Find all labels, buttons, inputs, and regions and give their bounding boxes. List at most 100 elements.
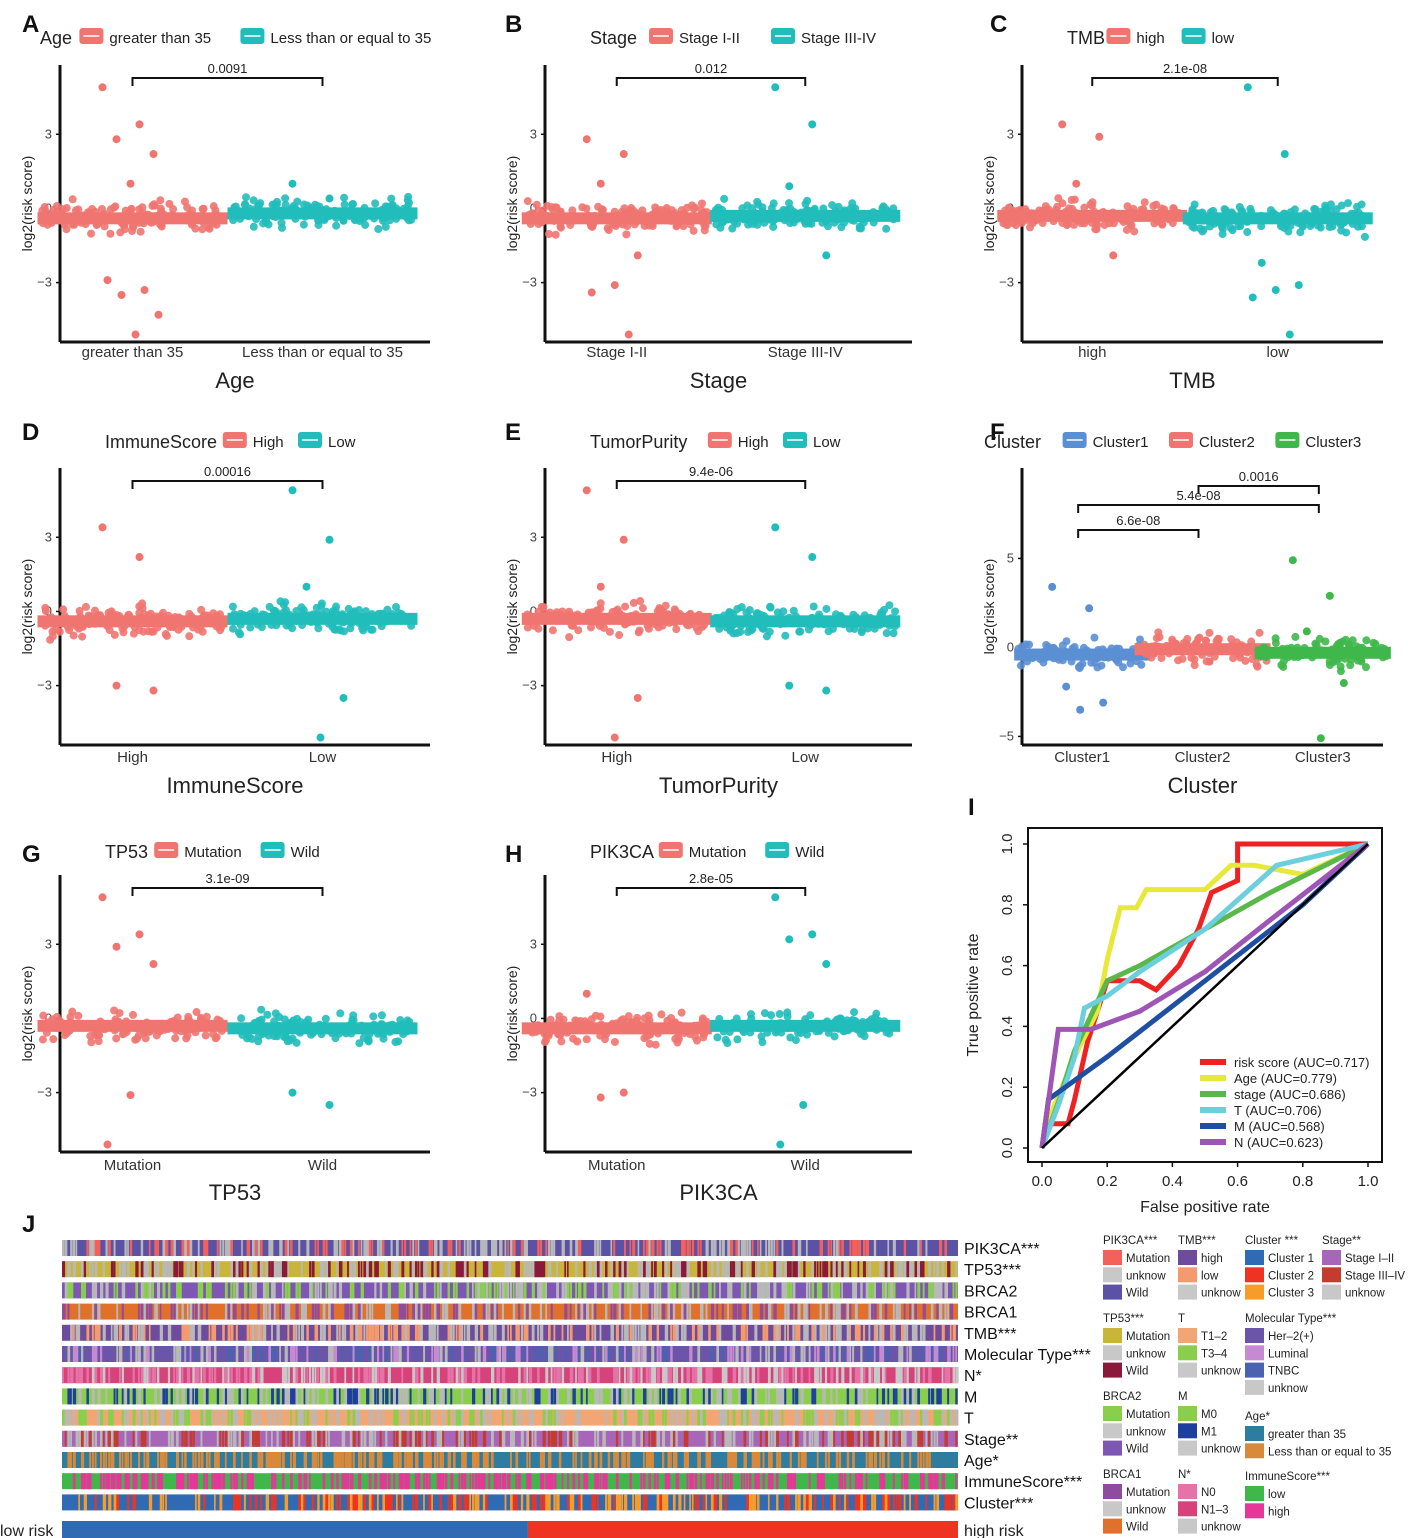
stripe bbox=[148, 1494, 153, 1511]
box bbox=[1254, 646, 1391, 659]
stripe bbox=[890, 1282, 894, 1299]
point bbox=[538, 603, 547, 612]
stripe bbox=[822, 1494, 824, 1511]
stripe bbox=[792, 1324, 795, 1341]
stripe bbox=[322, 1303, 326, 1320]
stripe bbox=[398, 1388, 402, 1405]
stripe bbox=[520, 1324, 524, 1341]
stripe bbox=[778, 1367, 783, 1384]
stripe bbox=[100, 1430, 103, 1447]
stripe bbox=[754, 1452, 758, 1468]
stripe bbox=[482, 1430, 487, 1447]
stripe bbox=[724, 1430, 728, 1447]
stripe bbox=[748, 1282, 751, 1299]
stripe bbox=[648, 1303, 652, 1320]
panel-letter: E bbox=[505, 419, 521, 446]
stripe bbox=[195, 1494, 197, 1511]
stripe bbox=[428, 1240, 432, 1256]
outlier-point bbox=[103, 1140, 112, 1149]
outlier-point bbox=[302, 209, 311, 218]
stripe bbox=[781, 1367, 784, 1384]
stripe bbox=[675, 1452, 678, 1468]
stripe bbox=[309, 1473, 311, 1490]
stripe bbox=[439, 1346, 443, 1362]
stripe bbox=[721, 1346, 725, 1362]
stripe bbox=[833, 1430, 836, 1447]
stripe bbox=[580, 1494, 583, 1511]
stripe bbox=[287, 1430, 290, 1447]
point bbox=[1201, 636, 1210, 645]
stripe bbox=[759, 1346, 762, 1362]
stripe bbox=[523, 1240, 527, 1256]
outlier-point bbox=[126, 179, 135, 188]
stripe bbox=[523, 1303, 526, 1320]
stripe bbox=[78, 1388, 82, 1405]
stripe bbox=[91, 1388, 95, 1405]
stripe bbox=[211, 1409, 214, 1426]
stripe bbox=[420, 1261, 424, 1278]
stripe bbox=[333, 1452, 337, 1468]
stripe bbox=[835, 1261, 838, 1278]
stripe bbox=[719, 1324, 722, 1341]
legend-swatch bbox=[1178, 1250, 1197, 1265]
stripe bbox=[667, 1282, 671, 1299]
stripe bbox=[450, 1367, 454, 1384]
stripe bbox=[710, 1240, 714, 1256]
stripe bbox=[431, 1430, 434, 1447]
point bbox=[523, 197, 532, 206]
legend: ImmuneScore High Low bbox=[105, 432, 356, 452]
stripe bbox=[322, 1473, 326, 1490]
stripe bbox=[214, 1346, 217, 1362]
stripe bbox=[268, 1240, 272, 1256]
stripe bbox=[395, 1494, 398, 1511]
point bbox=[882, 224, 891, 233]
legend-label: High bbox=[738, 434, 769, 451]
stripe bbox=[287, 1388, 291, 1405]
stripe bbox=[227, 1240, 232, 1256]
stripe bbox=[833, 1303, 836, 1320]
stripe bbox=[325, 1430, 328, 1447]
stripe bbox=[743, 1367, 746, 1384]
stripe bbox=[379, 1282, 383, 1299]
stripe bbox=[398, 1282, 402, 1299]
stripe bbox=[607, 1452, 611, 1468]
stripe bbox=[75, 1346, 79, 1362]
risk-label: low risk bbox=[0, 1523, 54, 1538]
point bbox=[379, 1034, 388, 1043]
stripe bbox=[94, 1367, 98, 1384]
stripe bbox=[317, 1367, 320, 1384]
stripe bbox=[176, 1388, 179, 1405]
stripe bbox=[944, 1367, 948, 1384]
point bbox=[209, 202, 218, 211]
outlier-point bbox=[596, 582, 605, 591]
stripe bbox=[550, 1388, 554, 1405]
stripe bbox=[311, 1452, 315, 1468]
stripe bbox=[197, 1452, 201, 1468]
group-1: Low bbox=[227, 486, 418, 766]
stripe bbox=[553, 1430, 557, 1447]
stripe bbox=[463, 1473, 467, 1490]
stripe bbox=[596, 1473, 600, 1490]
stripe bbox=[97, 1324, 101, 1341]
stripe bbox=[317, 1452, 320, 1468]
stripe bbox=[273, 1346, 277, 1362]
stripe bbox=[330, 1282, 333, 1299]
stripe bbox=[241, 1473, 244, 1490]
row-label: T bbox=[964, 1411, 974, 1428]
stripe bbox=[368, 1430, 373, 1447]
outlier-point bbox=[1085, 604, 1094, 613]
point bbox=[698, 622, 707, 631]
stripe bbox=[349, 1261, 353, 1278]
stripe bbox=[488, 1473, 491, 1490]
stripe bbox=[759, 1303, 764, 1320]
stripe bbox=[561, 1324, 564, 1341]
stripe bbox=[151, 1473, 155, 1490]
stripe bbox=[352, 1282, 355, 1299]
stripe bbox=[290, 1430, 293, 1447]
stripe bbox=[471, 1367, 476, 1384]
stripe bbox=[309, 1261, 312, 1278]
stripe bbox=[675, 1324, 679, 1341]
point bbox=[198, 225, 207, 234]
stripe bbox=[914, 1494, 918, 1511]
stripe bbox=[640, 1346, 644, 1362]
